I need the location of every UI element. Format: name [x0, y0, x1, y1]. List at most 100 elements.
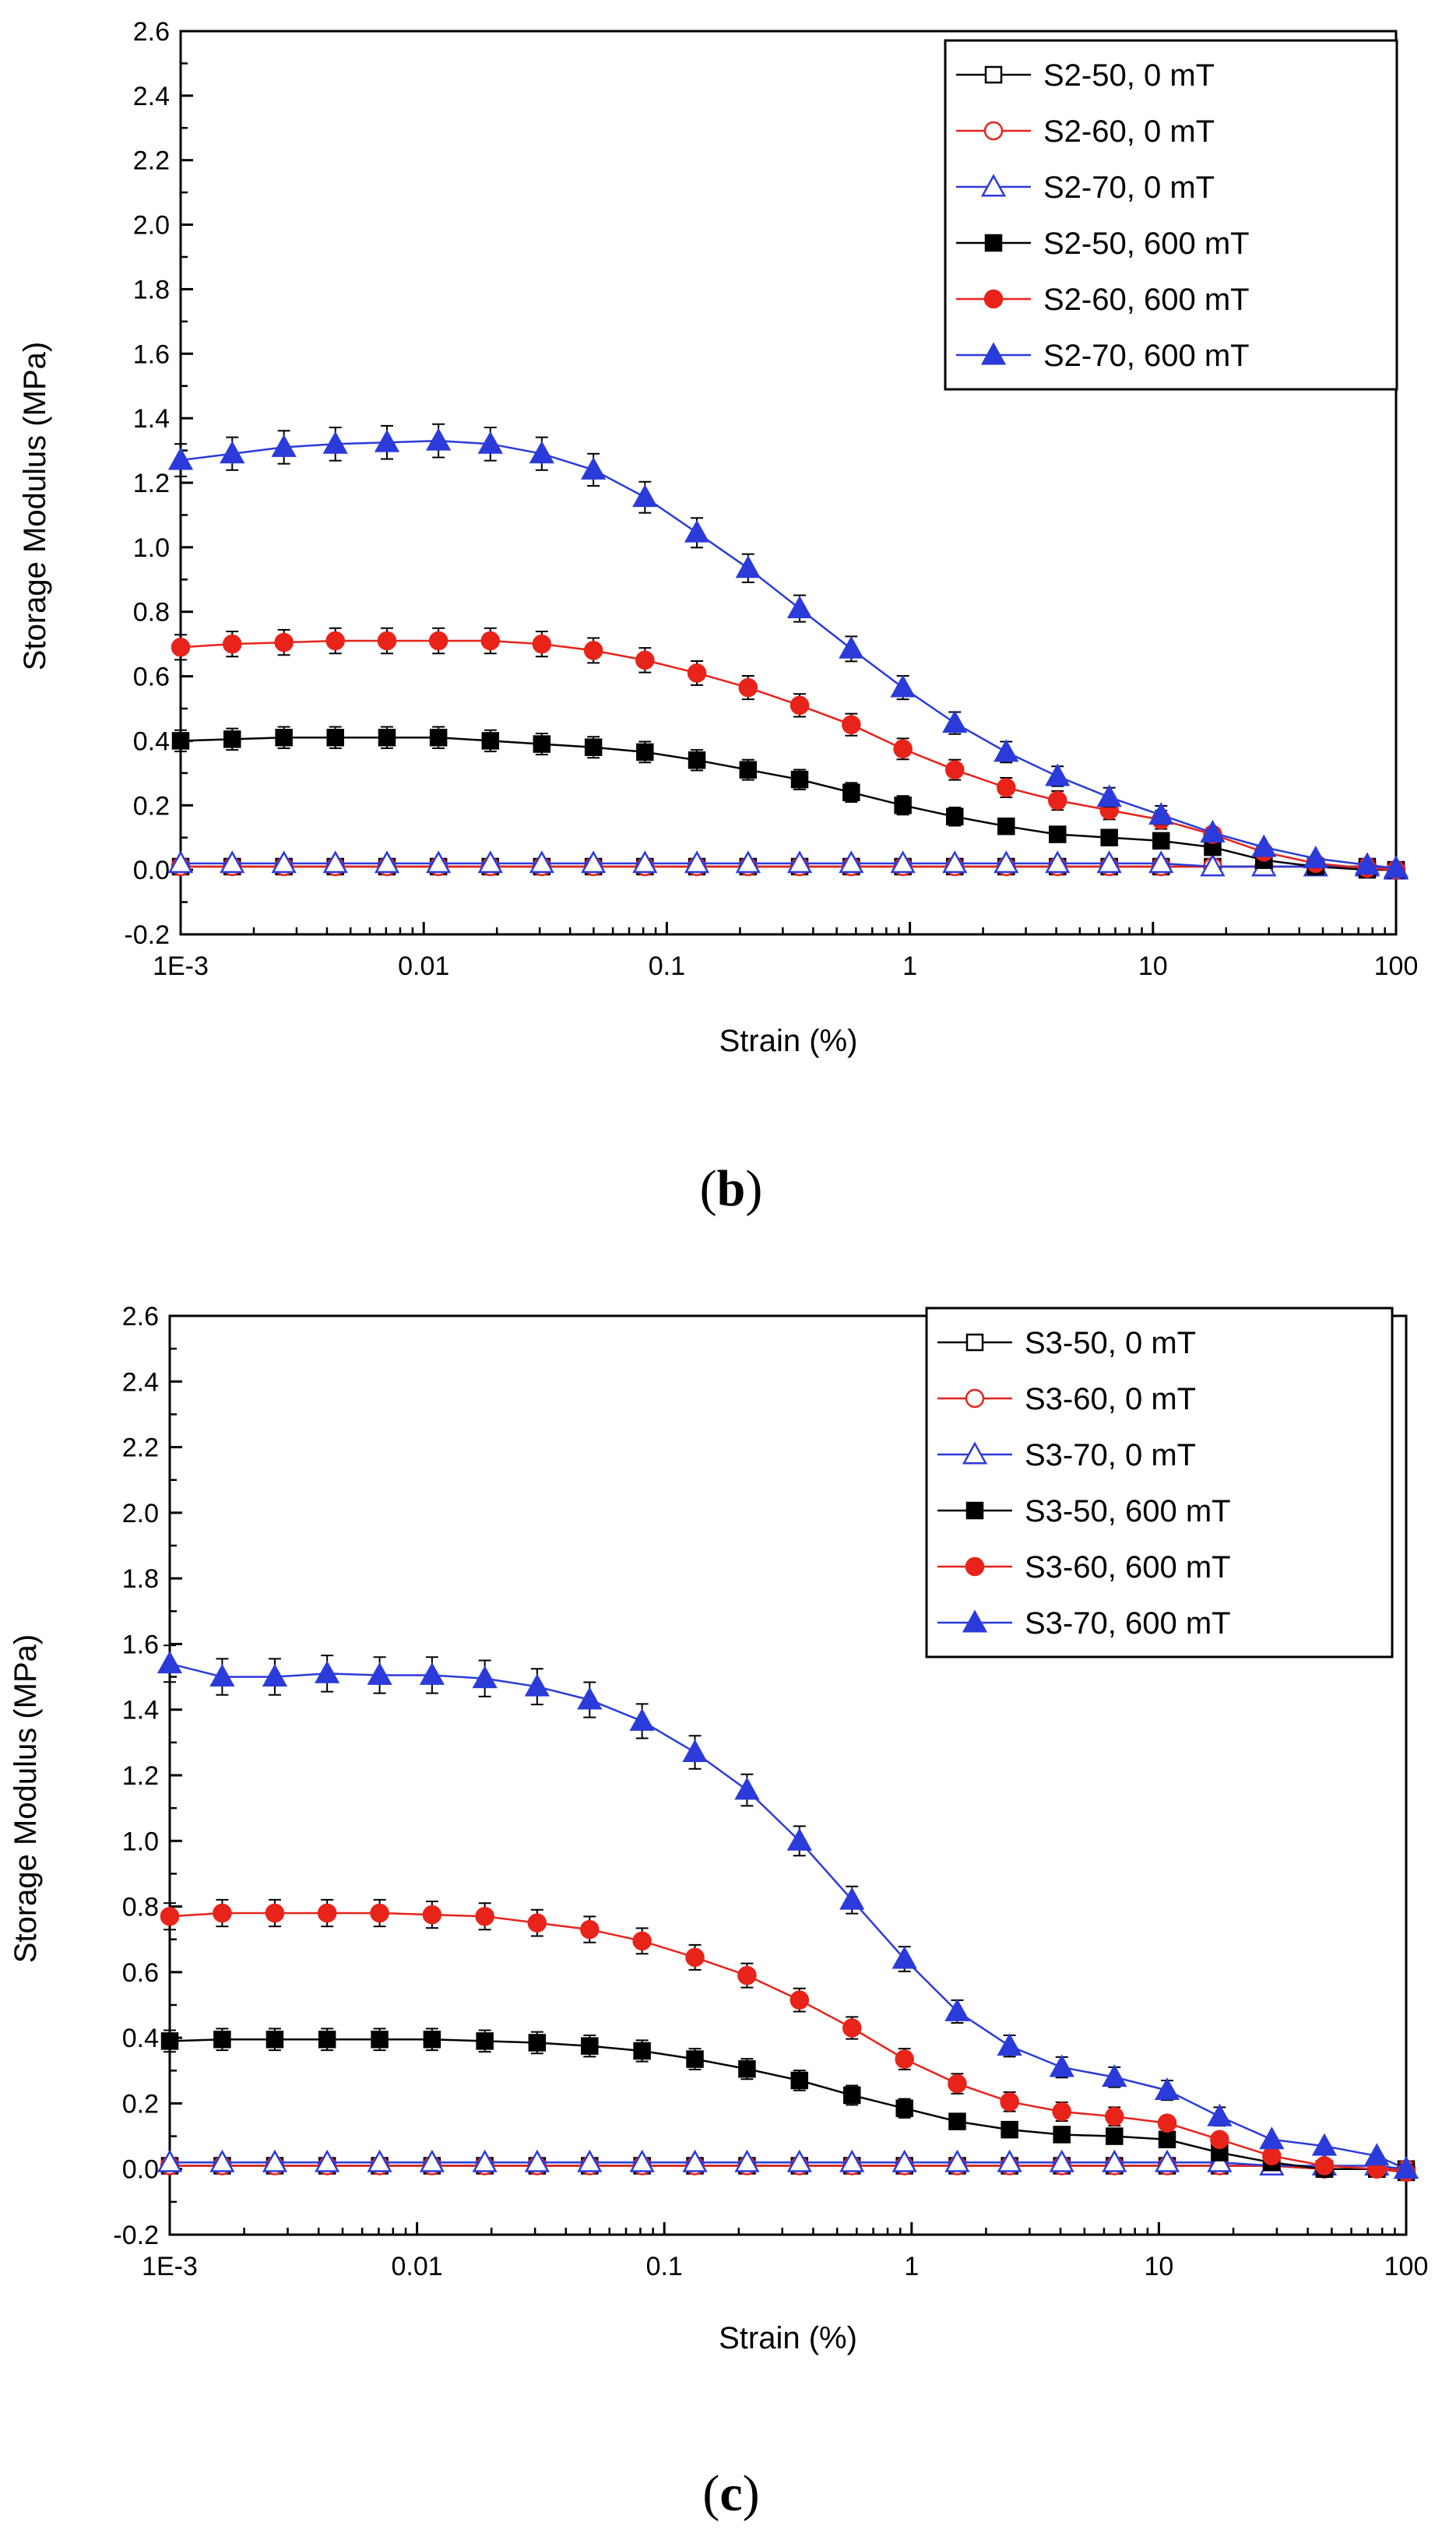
- legend-box: [944, 39, 1398, 391]
- data-point: [325, 631, 345, 651]
- data-point: [997, 2149, 1022, 2172]
- data-point: [1200, 819, 1226, 842]
- data-point: [1200, 853, 1226, 877]
- legend-item: S2-50, 600 mT: [956, 227, 1250, 261]
- data-point: [1148, 850, 1174, 874]
- data-point: [942, 710, 968, 733]
- data-point: [167, 850, 194, 874]
- data-point: [581, 456, 607, 480]
- data-point: [577, 2149, 603, 2172]
- data-point: [735, 555, 761, 579]
- x-tick-label: 1: [904, 2252, 919, 2281]
- data-point: [476, 2032, 494, 2050]
- legend-box: [925, 1307, 1394, 1658]
- y-tick-label: 0.0: [122, 2155, 159, 2185]
- data-point: [157, 2149, 183, 2172]
- y-tick-label: 1.8: [133, 275, 170, 304]
- data-point: [684, 850, 710, 874]
- data-point: [735, 850, 761, 874]
- data-point: [371, 2031, 389, 2049]
- series-s3-70-600-mt: [157, 1644, 1419, 2179]
- data-point: [1148, 802, 1174, 825]
- data-point: [477, 431, 503, 454]
- legend-marker: [965, 1556, 985, 1577]
- data-point: [326, 729, 344, 747]
- data-point: [475, 1906, 494, 1926]
- data-point: [944, 1998, 970, 2021]
- data-point: [1096, 784, 1122, 807]
- data-point: [422, 1905, 442, 1925]
- y-tick-label: 2.6: [122, 1302, 159, 1331]
- y-tick-label: 0.2: [133, 791, 170, 821]
- y-tick-label: 0.6: [122, 1958, 159, 1988]
- data-point: [1048, 825, 1067, 843]
- data-point: [1049, 2054, 1074, 2077]
- data-point: [948, 2112, 966, 2130]
- data-point: [1152, 832, 1170, 850]
- y-tick-label: 2.2: [133, 146, 170, 176]
- legend-label: S2-60, 0 mT: [1043, 114, 1215, 149]
- data-point: [890, 850, 916, 874]
- data-point: [890, 674, 916, 698]
- data-point: [1102, 2064, 1127, 2088]
- legend-label: S2-70, 600 mT: [1043, 339, 1250, 373]
- y-tick-label: 1.4: [122, 1696, 159, 1725]
- x-axis-title: Strain (%): [719, 2321, 857, 2355]
- data-point: [322, 850, 348, 874]
- data-point: [737, 1965, 757, 1986]
- y-tick-label: 1.0: [122, 1827, 159, 1856]
- data-point: [1045, 763, 1071, 786]
- data-point: [477, 850, 503, 874]
- legend-item: S3-60, 0 mT: [937, 1382, 1196, 1416]
- data-point: [429, 729, 448, 747]
- data-point: [220, 441, 245, 464]
- caption-close-paren: ): [743, 2465, 760, 2522]
- data-point: [1311, 2133, 1338, 2156]
- data-point: [529, 441, 554, 464]
- data-point: [1251, 834, 1277, 857]
- data-point: [895, 2099, 913, 2117]
- x-tick-label: 10: [1144, 2252, 1173, 2281]
- data-point: [317, 1903, 337, 1923]
- data-point: [994, 739, 1019, 762]
- legend-item: S2-70, 600 mT: [956, 339, 1250, 373]
- data-point: [790, 1990, 810, 2010]
- data-point: [839, 1887, 865, 1910]
- data-point: [1262, 2146, 1282, 2166]
- legend-label: S3-60, 0 mT: [1025, 1382, 1196, 1416]
- data-point: [378, 729, 396, 747]
- data-point: [842, 2018, 862, 2038]
- caption-close-paren: ): [745, 1160, 762, 1217]
- data-point: [994, 850, 1019, 874]
- data-point: [893, 739, 913, 759]
- legend-marker: [984, 234, 1003, 252]
- legend-item: S3-50, 600 mT: [937, 1494, 1231, 1528]
- data-point: [426, 850, 452, 874]
- data-point: [322, 431, 348, 454]
- data-point: [1210, 2130, 1229, 2150]
- data-point: [532, 634, 552, 654]
- y-tick-label: 0.8: [122, 1893, 159, 1922]
- data-point: [790, 2071, 809, 2090]
- data-point: [377, 631, 397, 651]
- x-tick-label: 100: [1374, 951, 1419, 981]
- x-tick-label: 1E-3: [142, 2252, 198, 2281]
- data-point: [472, 2149, 498, 2172]
- series-s2-50-600-mt: [171, 726, 1405, 879]
- data-point: [419, 1662, 445, 1685]
- data-point: [271, 434, 297, 457]
- y-tick-label: 2.0: [122, 1499, 159, 1528]
- data-point: [635, 650, 655, 670]
- y-tick-label: 0.4: [133, 726, 170, 756]
- data-point: [527, 1913, 547, 1933]
- data-point: [581, 2037, 599, 2055]
- y-tick-label: 1.6: [133, 339, 170, 369]
- y-tick-label: 1.8: [122, 1564, 159, 1594]
- legend-label: S3-50, 600 mT: [1025, 1494, 1231, 1528]
- data-point: [367, 2149, 392, 2172]
- data-point: [1105, 2107, 1124, 2126]
- x-tick-label: 0.1: [649, 951, 685, 981]
- x-tick-label: 1: [902, 951, 917, 981]
- legend-item: S2-50, 0 mT: [956, 58, 1215, 93]
